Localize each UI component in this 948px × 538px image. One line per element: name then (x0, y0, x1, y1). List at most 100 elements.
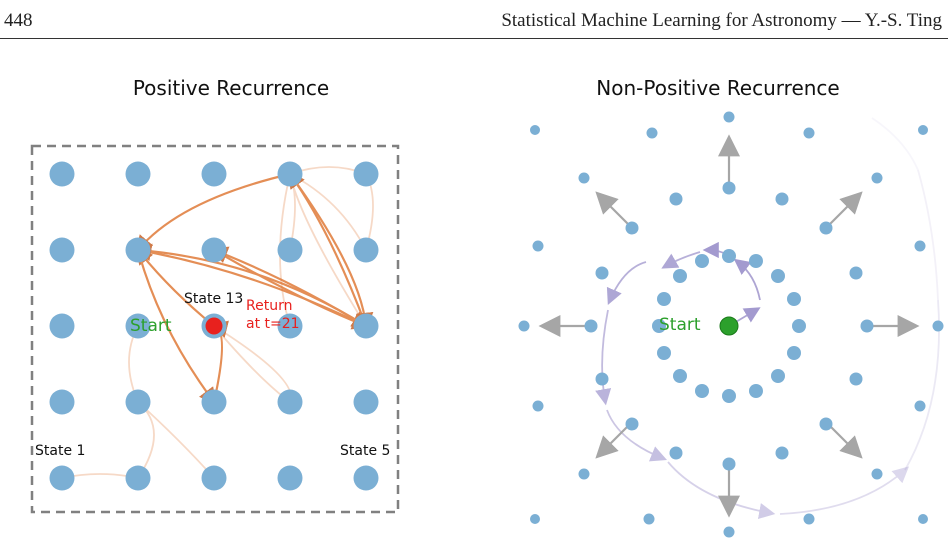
node (860, 319, 874, 333)
node (530, 514, 540, 524)
return-label-line1: Return (246, 298, 292, 314)
node (277, 237, 303, 263)
node (353, 237, 379, 263)
page-number: 448 (4, 10, 33, 31)
node (277, 389, 303, 415)
node (722, 249, 736, 263)
node (595, 266, 609, 280)
node (871, 172, 883, 184)
node (722, 181, 736, 195)
state5-label: State 5 (340, 443, 390, 459)
node (49, 161, 75, 187)
node (695, 384, 709, 398)
node (723, 111, 735, 123)
node (125, 389, 151, 415)
node (353, 161, 379, 187)
node (849, 266, 863, 280)
node (775, 192, 789, 206)
node (775, 446, 789, 460)
arrow-icon (595, 191, 633, 229)
node (530, 125, 540, 135)
node (532, 240, 544, 252)
node (353, 389, 379, 415)
node (532, 400, 544, 412)
node (792, 319, 806, 333)
node (125, 237, 151, 263)
node (201, 389, 227, 415)
node (803, 127, 815, 139)
node (819, 417, 833, 431)
node (914, 400, 926, 412)
node (201, 465, 227, 491)
header-rule (0, 38, 948, 39)
node (787, 292, 801, 306)
arrow-icon (825, 191, 863, 229)
current-state-marker (205, 317, 223, 335)
node (625, 221, 639, 235)
node (353, 313, 379, 339)
node (803, 513, 815, 525)
ring-nodes (518, 111, 944, 538)
node (125, 161, 151, 187)
running-head: Statistical Machine Learning for Astrono… (501, 10, 942, 31)
node (657, 346, 671, 360)
node (749, 384, 763, 398)
state1-label: State 1 (35, 443, 85, 459)
node (49, 237, 75, 263)
return-label-line2: at t=21 (246, 316, 300, 332)
node (871, 468, 883, 480)
node (125, 465, 151, 491)
node (914, 240, 926, 252)
node (353, 465, 379, 491)
node (722, 457, 736, 471)
node (578, 468, 590, 480)
node (625, 417, 639, 431)
left-panel-title: Positive Recurrence (132, 76, 330, 100)
node (819, 221, 833, 235)
node (723, 526, 735, 538)
node (643, 513, 655, 525)
node (722, 389, 736, 403)
node (657, 292, 671, 306)
node (201, 161, 227, 187)
node (49, 389, 75, 415)
node (518, 320, 530, 332)
node (673, 369, 687, 383)
node (201, 237, 227, 263)
node (932, 320, 944, 332)
node (749, 254, 763, 268)
node (771, 269, 785, 283)
node (673, 269, 687, 283)
node (277, 161, 303, 187)
node (49, 465, 75, 491)
page-header: 448 Statistical Machine Learning for Ast… (0, 0, 948, 40)
node (669, 192, 683, 206)
right-panel-title: Non-Positive Recurrence (596, 76, 840, 100)
strong-transitions (133, 170, 374, 406)
node (918, 125, 928, 135)
left-panel: Start State 13 Return at t=21 State 1 St… (30, 144, 400, 514)
node (584, 319, 598, 333)
node (646, 127, 658, 139)
node (787, 346, 801, 360)
node (578, 172, 590, 184)
node (595, 372, 609, 386)
node (695, 254, 709, 268)
random-walk-path (595, 117, 940, 519)
node (669, 446, 683, 460)
right-panel: Start (518, 111, 944, 538)
node (849, 372, 863, 386)
state13-label: State 13 (184, 291, 243, 307)
node (125, 313, 151, 339)
bounding-box (30, 144, 400, 514)
node (277, 313, 303, 339)
start-label: Start (130, 316, 172, 336)
node (771, 369, 785, 383)
start-label-right: Start (659, 315, 701, 335)
start-node (719, 316, 739, 336)
node (277, 465, 303, 491)
node (49, 313, 75, 339)
grid-nodes (49, 161, 379, 491)
node (918, 514, 928, 524)
